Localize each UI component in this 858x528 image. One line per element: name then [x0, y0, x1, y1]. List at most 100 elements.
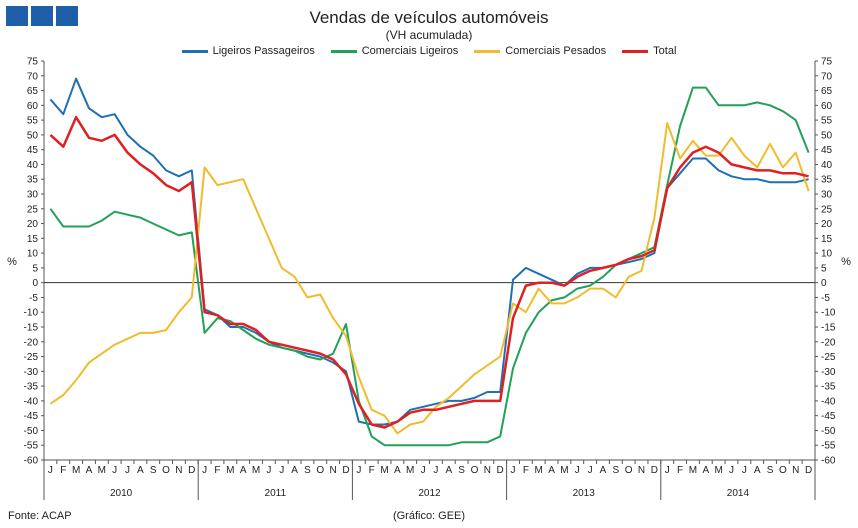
month-label: M: [689, 465, 697, 476]
legend-swatch-ligeiros-passageiros: [181, 49, 208, 53]
y-tick-label-left: 60: [27, 101, 39, 112]
y-tick-label-left: 15: [27, 234, 39, 245]
month-label: D: [342, 465, 349, 476]
y-tick-label-left: -35: [24, 382, 39, 393]
month-label: A: [291, 465, 298, 476]
month-label: O: [316, 465, 324, 476]
year-label: 2014: [727, 488, 750, 499]
month-label: J: [665, 465, 670, 476]
y-tick-label-left: 45: [27, 145, 39, 156]
month-label: A: [445, 465, 452, 476]
chart-credit: (Gráfico: GEE): [392, 510, 466, 522]
month-label: J: [48, 465, 53, 476]
month-label: J: [729, 465, 734, 476]
logo-square-3: [56, 6, 78, 26]
y-tick-label-left: 35: [27, 175, 39, 186]
month-label: J: [202, 465, 207, 476]
logo-square-1: [6, 6, 28, 26]
y-tick-label-left: 75: [27, 57, 39, 68]
month-label: S: [150, 465, 157, 476]
month-label: O: [471, 465, 479, 476]
y-tick-label-right: 10: [821, 249, 833, 260]
source-note: Fonte: ACAP: [8, 510, 72, 522]
legend-label-total: Total: [653, 45, 677, 57]
legend-swatch-total: [622, 49, 649, 53]
y-tick-label-right: -10: [821, 308, 836, 319]
legend-label-comerciais-pesados: Comerciais Pesados: [505, 45, 607, 57]
y-tick-label-left: -55: [24, 441, 39, 452]
series-line-comerciais-pesados: [49, 122, 810, 435]
chart-title: Vendas de veículos automóveis: [309, 8, 549, 27]
y-tick-label-right: -35: [821, 382, 836, 393]
month-label: M: [406, 465, 414, 476]
month-label: S: [458, 465, 465, 476]
month-label: F: [523, 465, 529, 476]
month-label: N: [792, 465, 799, 476]
month-label: A: [754, 465, 761, 476]
y-tick-label-right: -55: [821, 441, 836, 452]
month-label: A: [702, 465, 709, 476]
y-axis-label-left: %: [7, 256, 17, 268]
month-label: M: [98, 465, 106, 476]
logo: [6, 6, 78, 26]
legend-swatch-comerciais-pesados: [474, 49, 501, 53]
month-label: J: [575, 465, 580, 476]
year-label: 2012: [418, 488, 441, 499]
month-label: F: [60, 465, 66, 476]
y-axis-label-right: %: [841, 256, 851, 268]
month-label: S: [767, 465, 774, 476]
y-tick-label-left: -40: [24, 396, 39, 407]
month-label: A: [86, 465, 93, 476]
month-label: A: [600, 465, 607, 476]
month-label: S: [612, 465, 619, 476]
month-label: A: [137, 465, 144, 476]
y-tick-label-right: 75: [821, 57, 833, 68]
month-label: O: [779, 465, 787, 476]
y-tick-label-left: 65: [27, 86, 39, 97]
month-label: M: [72, 465, 80, 476]
y-tick-label-left: 30: [27, 190, 39, 201]
chart-subtitle: (VH acumulada): [385, 28, 473, 42]
y-tick-label-right: -20: [821, 337, 836, 348]
month-label: N: [175, 465, 182, 476]
y-tick-label-left: -50: [24, 426, 39, 437]
legend: Ligeiros Passageiros Comerciais Ligeiros…: [0, 45, 858, 57]
legend-item-comerciais-pesados: Comerciais Pesados: [474, 45, 606, 57]
legend-item-total: Total: [622, 45, 676, 57]
y-tick-label-left: -10: [24, 308, 39, 319]
y-tick-label-right: -15: [821, 323, 836, 334]
month-label: F: [214, 465, 220, 476]
month-label: J: [125, 465, 130, 476]
month-label: J: [742, 465, 747, 476]
month-label: J: [356, 465, 361, 476]
series-line-comerciais-ligeiros: [49, 86, 810, 447]
y-tick-label-left: 5: [32, 263, 38, 274]
month-label: J: [421, 465, 426, 476]
y-tick-label-left: 55: [27, 116, 39, 127]
y-tick-label-right: -5: [821, 293, 830, 304]
y-tick-label-left: 20: [27, 219, 39, 230]
month-label: O: [625, 465, 633, 476]
month-label: F: [369, 465, 375, 476]
month-label: M: [226, 465, 234, 476]
y-tick-label-right: 5: [821, 263, 827, 274]
month-label: J: [433, 465, 438, 476]
y-tick-label-right: 20: [821, 219, 833, 230]
y-tick-label-left: 0: [32, 278, 38, 289]
y-tick-label-left: 40: [27, 160, 39, 171]
month-label: N: [484, 465, 491, 476]
y-tick-label-right: 25: [821, 204, 833, 215]
month-label: J: [511, 465, 516, 476]
month-label: D: [805, 465, 812, 476]
y-tick-label-left: -15: [24, 323, 39, 334]
y-tick-label-right: 55: [821, 116, 833, 127]
y-tick-label-right: 30: [821, 190, 833, 201]
month-label: D: [651, 465, 658, 476]
month-label: J: [112, 465, 117, 476]
y-tick-label-right: 45: [821, 145, 833, 156]
y-tick-label-right: -60: [821, 456, 836, 467]
y-tick-label-right: 60: [821, 101, 833, 112]
y-tick-label-right: 15: [821, 234, 833, 245]
year-label: 2010: [110, 488, 133, 499]
